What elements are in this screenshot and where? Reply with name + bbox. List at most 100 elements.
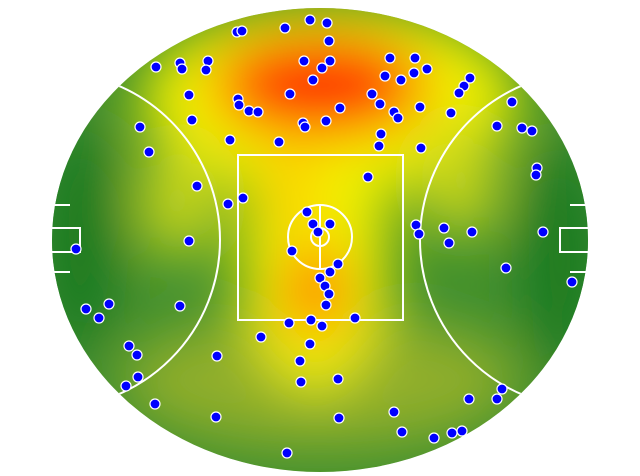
data-point (222, 198, 234, 210)
data-point (530, 169, 542, 181)
data-point (284, 88, 296, 100)
data-point (134, 121, 146, 133)
data-point (186, 114, 198, 126)
data-point (279, 22, 291, 34)
data-point (332, 258, 344, 270)
data-point (93, 312, 105, 324)
data-point (132, 371, 144, 383)
data-point (273, 136, 285, 148)
data-point (323, 35, 335, 47)
data-point (298, 55, 310, 67)
data-point (237, 192, 249, 204)
data-point (149, 398, 161, 410)
data-point (183, 235, 195, 247)
data-point (395, 74, 407, 86)
data-point (316, 320, 328, 332)
data-point (252, 106, 264, 118)
data-point (566, 276, 578, 288)
data-point (286, 245, 298, 257)
data-point (333, 412, 345, 424)
data-point (334, 102, 346, 114)
data-point (120, 380, 132, 392)
data-point (301, 206, 313, 218)
data-point (191, 180, 203, 192)
data-point (375, 128, 387, 140)
data-point (500, 262, 512, 274)
data-point (491, 393, 503, 405)
field-lines (52, 71, 588, 409)
data-point (210, 411, 222, 423)
data-point (443, 237, 455, 249)
data-point (307, 218, 319, 230)
data-point (496, 383, 508, 395)
data-point (295, 376, 307, 388)
data-point (506, 96, 518, 108)
data-point (123, 340, 135, 352)
data-point (307, 74, 319, 86)
data-point (316, 62, 328, 74)
data-point (332, 373, 344, 385)
data-point (211, 350, 223, 362)
data-point (362, 171, 374, 183)
data-point (366, 88, 378, 100)
data-point (294, 355, 306, 367)
data-point (283, 317, 295, 329)
data-point (324, 266, 336, 278)
data-point (491, 120, 503, 132)
data-point (304, 338, 316, 350)
data-point (414, 101, 426, 113)
data-point (456, 425, 468, 437)
data-point (438, 222, 450, 234)
data-point (428, 432, 440, 444)
data-point (305, 314, 317, 326)
data-point (183, 89, 195, 101)
data-point (299, 121, 311, 133)
data-point (374, 98, 386, 110)
data-point (421, 63, 433, 75)
data-point (281, 447, 293, 459)
data-point (103, 298, 115, 310)
data-point (150, 61, 162, 73)
data-point (70, 243, 82, 255)
data-point (415, 142, 427, 154)
data-point (202, 55, 214, 67)
data-point (143, 146, 155, 158)
data-point (413, 228, 425, 240)
data-point (236, 25, 248, 37)
data-point (174, 300, 186, 312)
data-point (131, 349, 143, 361)
data-point (466, 226, 478, 238)
data-point (388, 406, 400, 418)
data-point (445, 107, 457, 119)
data-point (224, 134, 236, 146)
data-point (408, 67, 420, 79)
data-point (304, 14, 316, 26)
data-point (324, 55, 336, 67)
data-point (320, 299, 332, 311)
data-point (373, 140, 385, 152)
data-point (516, 122, 528, 134)
data-point (537, 226, 549, 238)
data-point (349, 312, 361, 324)
data-point (320, 115, 332, 127)
data-point (526, 125, 538, 137)
data-point (392, 112, 404, 124)
data-point (464, 72, 476, 84)
data-point (409, 52, 421, 64)
data-point (384, 52, 396, 64)
data-point (176, 63, 188, 75)
data-point (379, 70, 391, 82)
data-point (324, 218, 336, 230)
data-point (446, 427, 458, 439)
data-point (312, 226, 324, 238)
data-point (453, 87, 465, 99)
data-point (200, 64, 212, 76)
data-point (463, 393, 475, 405)
data-point (233, 99, 245, 111)
data-point (80, 303, 92, 315)
data-point (321, 17, 333, 29)
data-point (314, 272, 326, 284)
data-point (396, 426, 408, 438)
data-point (255, 331, 267, 343)
